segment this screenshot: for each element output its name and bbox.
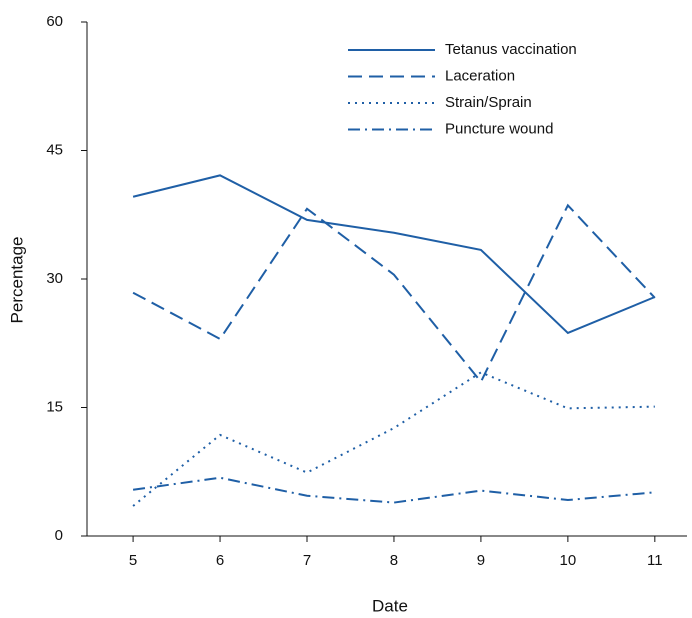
x-tick-label: 11 — [647, 552, 663, 569]
x-tick-label: 6 — [216, 552, 224, 569]
legend-label: Tetanus vaccination — [445, 41, 577, 58]
y-tick-label: 60 — [46, 13, 63, 30]
y-tick-label: 15 — [46, 398, 63, 415]
legend-label: Laceration — [445, 67, 515, 84]
x-tick-label: 9 — [477, 552, 485, 569]
x-axis-label: Date — [372, 596, 408, 615]
x-tick-label: 5 — [129, 552, 137, 569]
series-line — [132, 371, 655, 507]
x-tick-label: 7 — [303, 552, 311, 569]
series-line — [132, 203, 656, 384]
y-tick-label: 0 — [55, 527, 63, 544]
y-axis-label: Percentage — [7, 237, 26, 324]
legend-label: Puncture wound — [445, 120, 553, 137]
legend-label: Strain/Sprain — [445, 94, 532, 111]
y-tick-label: 30 — [46, 270, 63, 287]
x-tick-label: 10 — [560, 552, 577, 569]
series-line — [132, 476, 655, 504]
series-line — [132, 174, 656, 335]
y-tick-label: 45 — [46, 141, 63, 158]
x-tick-label: 8 — [390, 552, 398, 569]
